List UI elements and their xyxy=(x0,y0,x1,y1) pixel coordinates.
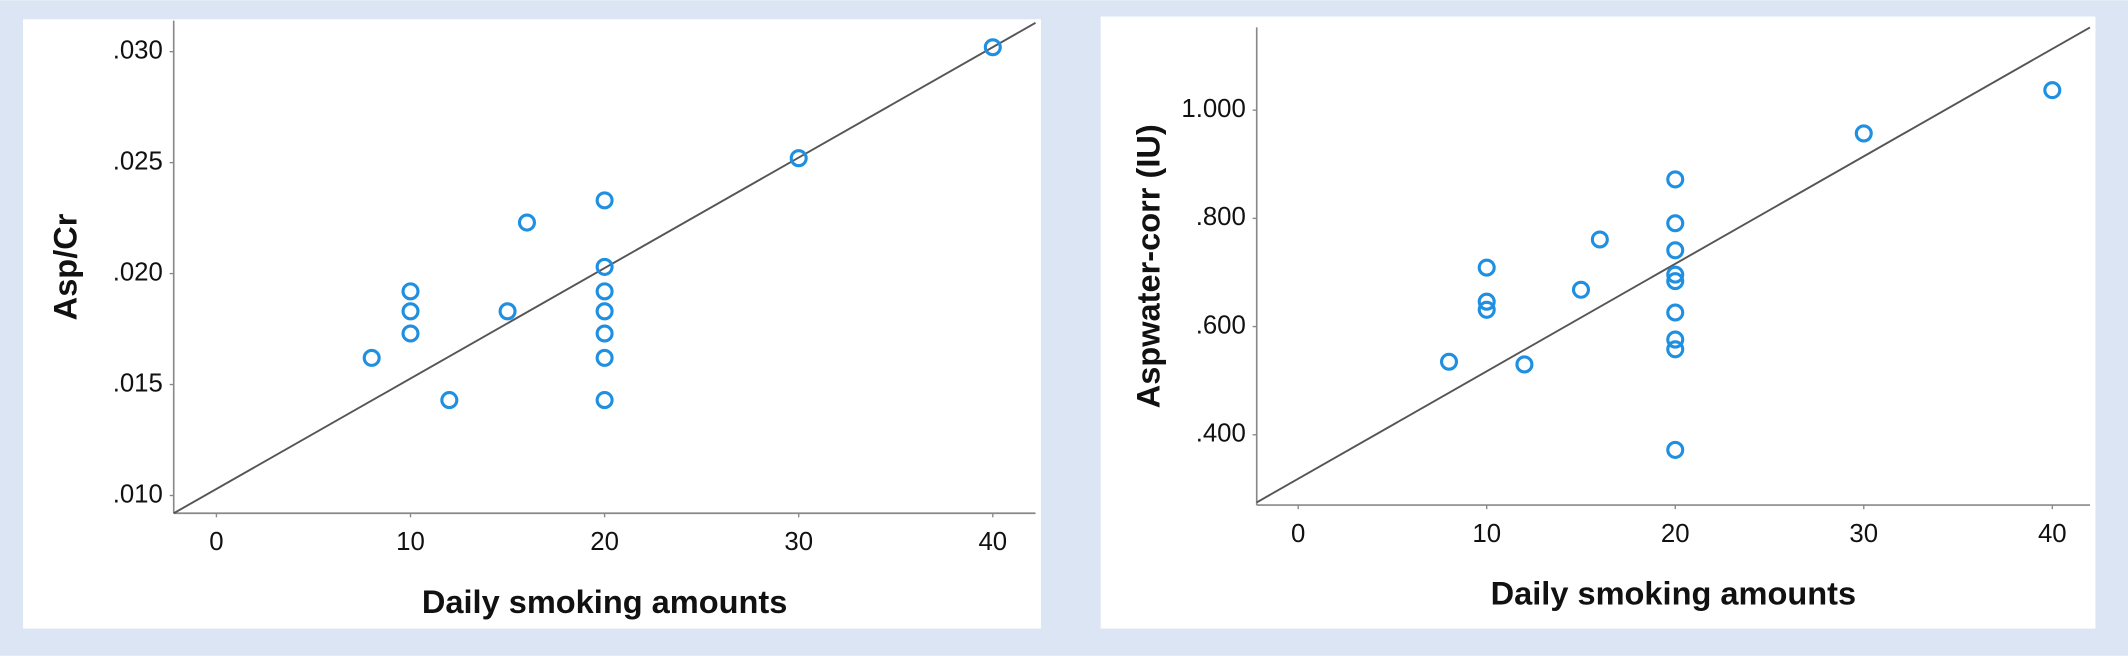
fit-line xyxy=(1256,26,2091,504)
y-tick-label: .030 xyxy=(113,36,163,64)
y-tick-label: .015 xyxy=(113,369,163,397)
y-tick-label: .400 xyxy=(1196,420,1246,448)
point xyxy=(498,302,517,321)
x-tick-label: 40 xyxy=(2038,520,2067,548)
y-tick-label: .025 xyxy=(113,147,163,175)
point xyxy=(595,191,614,210)
x-tick-label: 30 xyxy=(784,528,813,556)
point xyxy=(789,149,808,168)
point xyxy=(401,282,420,301)
point xyxy=(1666,214,1685,233)
point xyxy=(1666,330,1685,349)
x-tick-label: 20 xyxy=(1661,520,1690,548)
point xyxy=(1515,355,1534,374)
point xyxy=(595,302,614,321)
x-axis-label: Daily smoking amounts xyxy=(1491,576,1857,612)
point xyxy=(595,282,614,301)
point xyxy=(401,302,420,321)
point xyxy=(1477,258,1496,277)
point xyxy=(595,257,614,276)
y-tick-label: .800 xyxy=(1196,203,1246,231)
point xyxy=(1590,230,1609,249)
x-tick-label: 10 xyxy=(1472,520,1501,548)
point xyxy=(595,348,614,367)
point xyxy=(1666,303,1685,322)
point xyxy=(362,348,381,367)
point xyxy=(595,324,614,343)
point xyxy=(595,391,614,410)
x-tick-label: 0 xyxy=(1291,520,1305,548)
x-tick-label: 0 xyxy=(209,528,223,556)
point xyxy=(1666,265,1685,284)
x-tick-label: 10 xyxy=(396,528,425,556)
x-tick-label: 30 xyxy=(1849,520,1878,548)
point xyxy=(1439,352,1459,371)
point xyxy=(517,213,536,232)
point xyxy=(1666,440,1685,459)
point xyxy=(1666,340,1685,359)
point xyxy=(983,38,1002,57)
point xyxy=(1666,241,1685,260)
y-tick-label: .010 xyxy=(113,480,163,508)
y-tick-label: .600 xyxy=(1196,311,1246,339)
point xyxy=(1477,300,1496,319)
point xyxy=(1854,124,1873,143)
y-axis-label: Asp/Cr xyxy=(47,213,83,320)
point xyxy=(2043,81,2062,100)
x-tick-label: 20 xyxy=(590,528,619,556)
fit-line xyxy=(173,22,1036,515)
point xyxy=(1477,292,1496,311)
point xyxy=(440,391,459,410)
point xyxy=(1571,280,1591,299)
point xyxy=(401,324,420,343)
x-axis-label: Daily smoking amounts xyxy=(422,584,788,620)
point xyxy=(1666,170,1685,189)
y-tick-label: 1.000 xyxy=(1181,95,1245,123)
point xyxy=(1666,272,1685,291)
panel xyxy=(23,19,1041,629)
y-axis-label: Aspwater-corr (IU) xyxy=(1130,124,1166,408)
y-tick-label: .020 xyxy=(113,258,163,286)
x-tick-label: 40 xyxy=(978,528,1007,556)
